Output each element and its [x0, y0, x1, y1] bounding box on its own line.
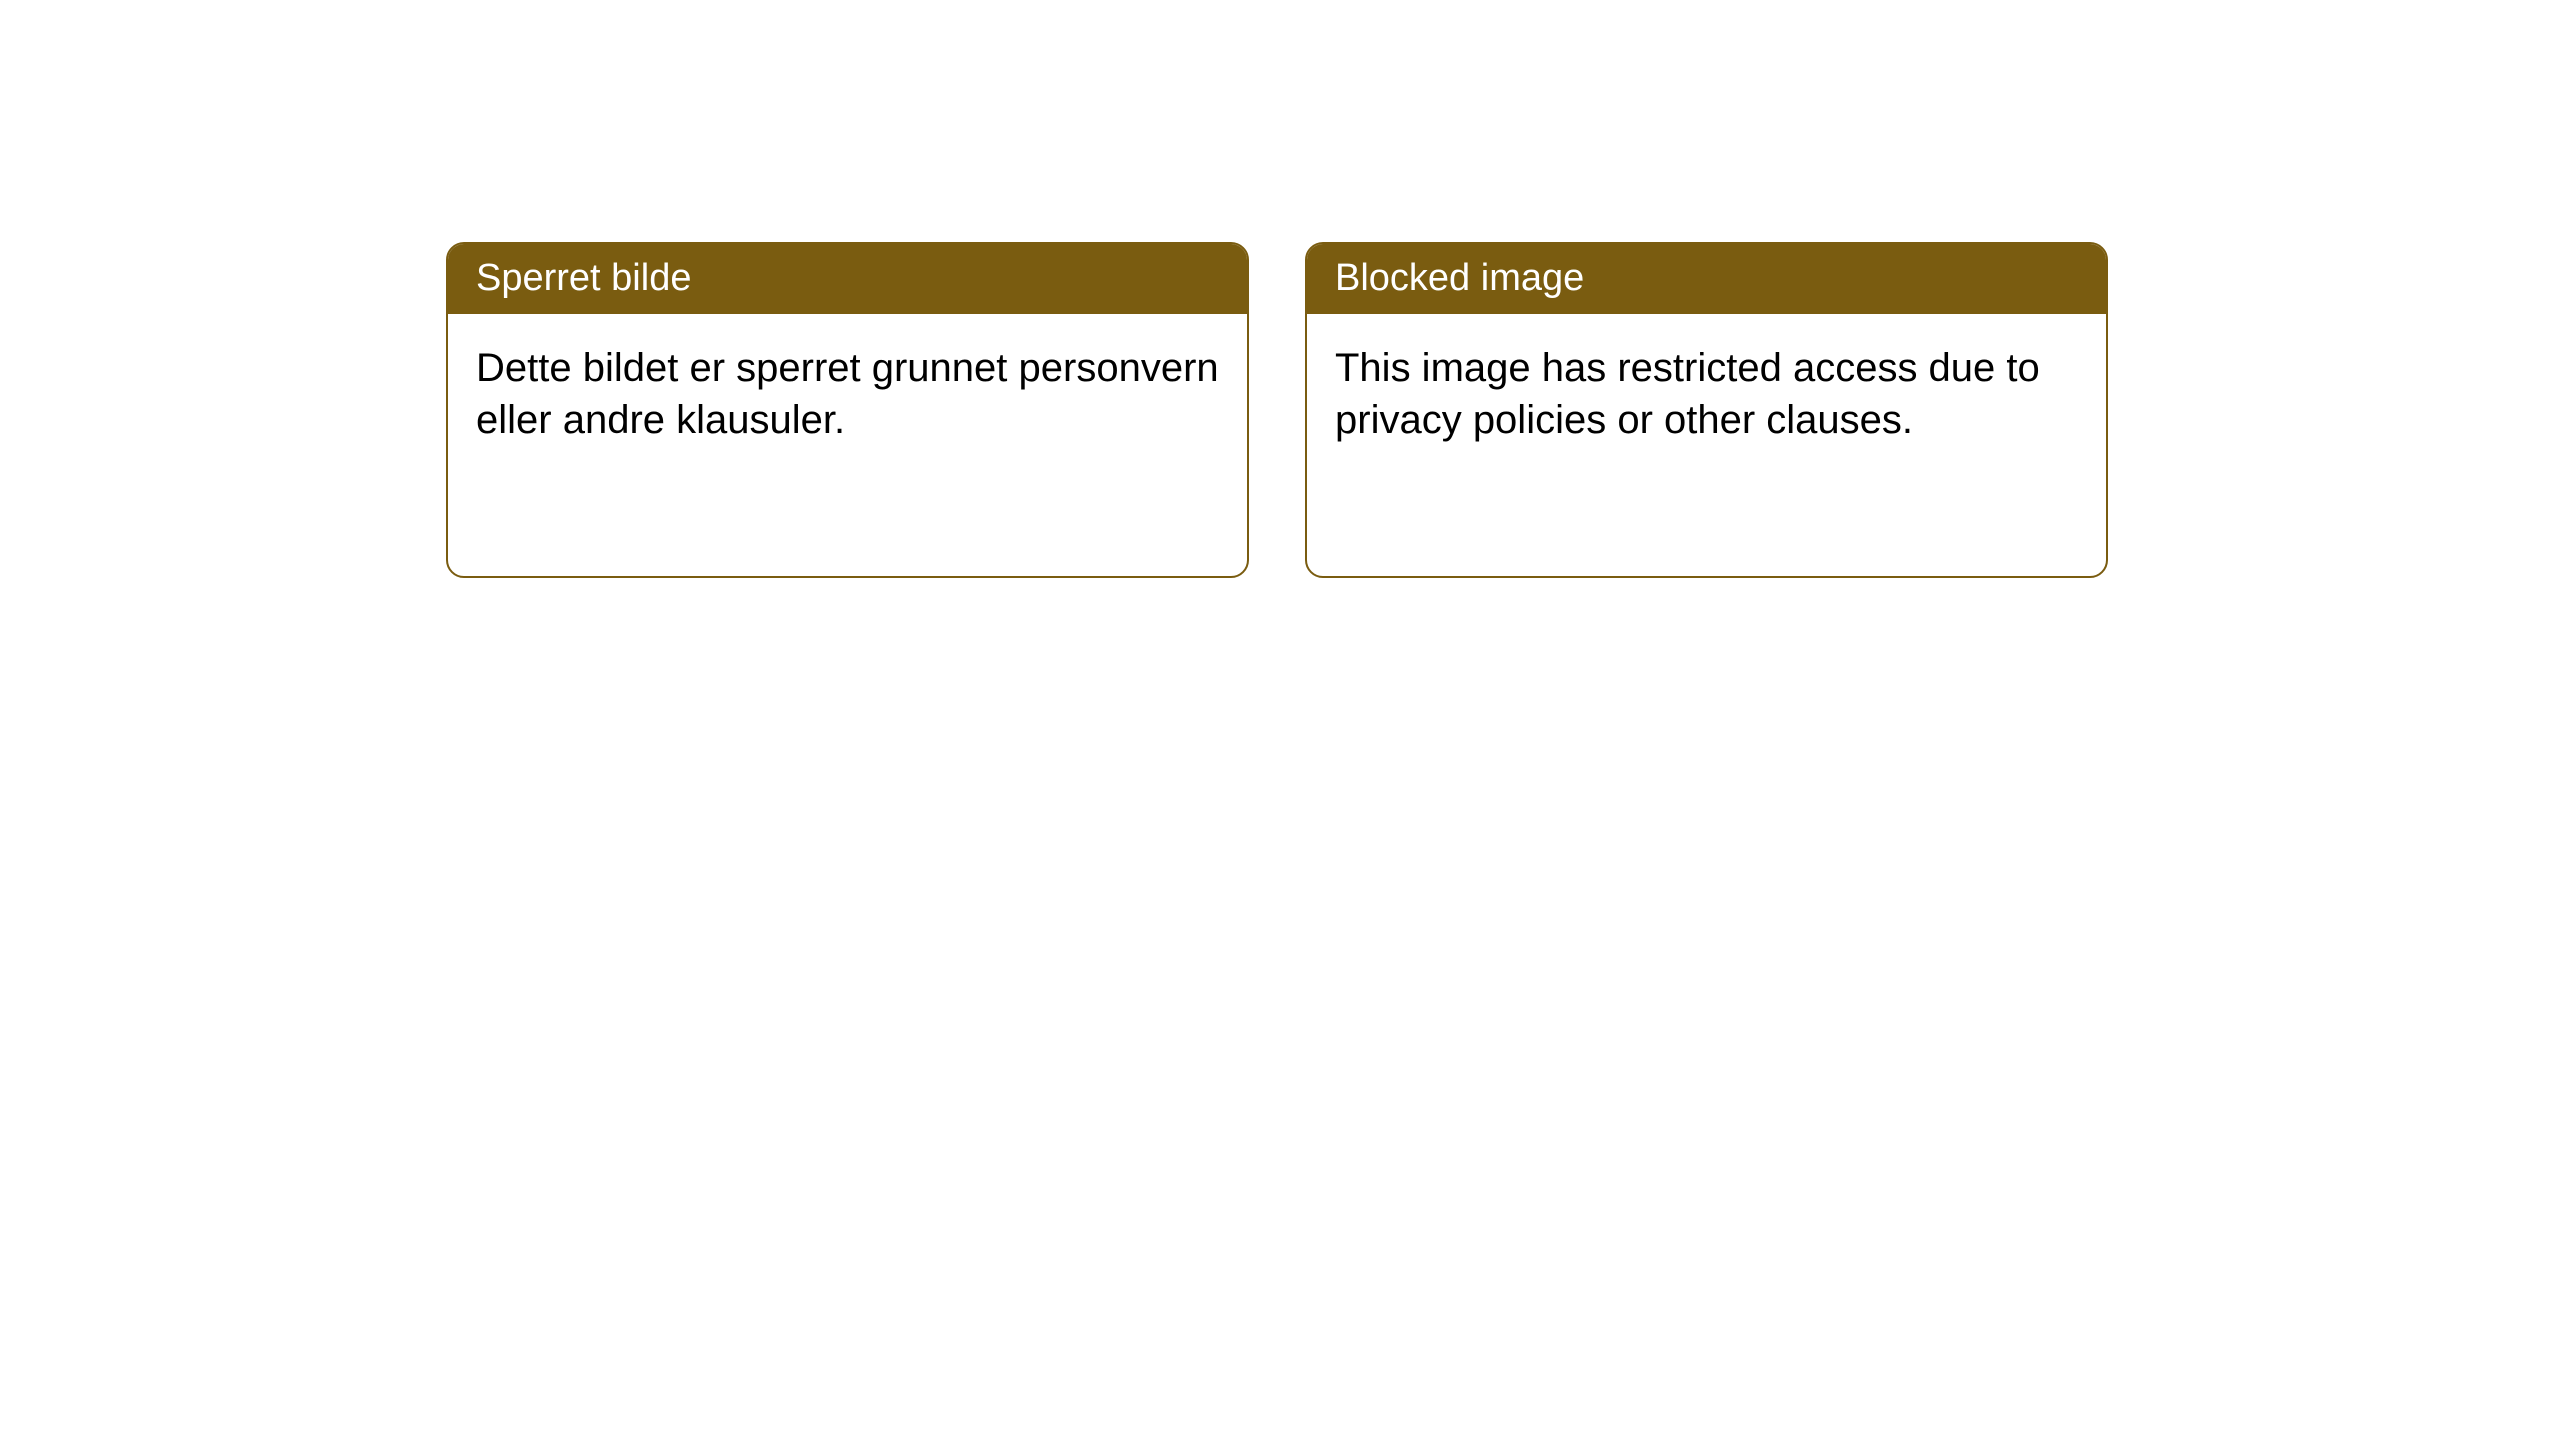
blocked-image-card-no: Sperret bilde Dette bildet er sperret gr… — [446, 242, 1249, 578]
notice-container: Sperret bilde Dette bildet er sperret gr… — [446, 242, 2108, 578]
blocked-image-card-en: Blocked image This image has restricted … — [1305, 242, 2108, 578]
card-body: Dette bildet er sperret grunnet personve… — [448, 314, 1247, 474]
card-message: Dette bildet er sperret grunnet personve… — [476, 346, 1219, 442]
card-body: This image has restricted access due to … — [1307, 314, 2106, 474]
card-header: Blocked image — [1307, 244, 2106, 314]
card-message: This image has restricted access due to … — [1335, 346, 2040, 442]
card-title: Sperret bilde — [476, 257, 691, 299]
card-header: Sperret bilde — [448, 244, 1247, 314]
card-title: Blocked image — [1335, 257, 1584, 299]
